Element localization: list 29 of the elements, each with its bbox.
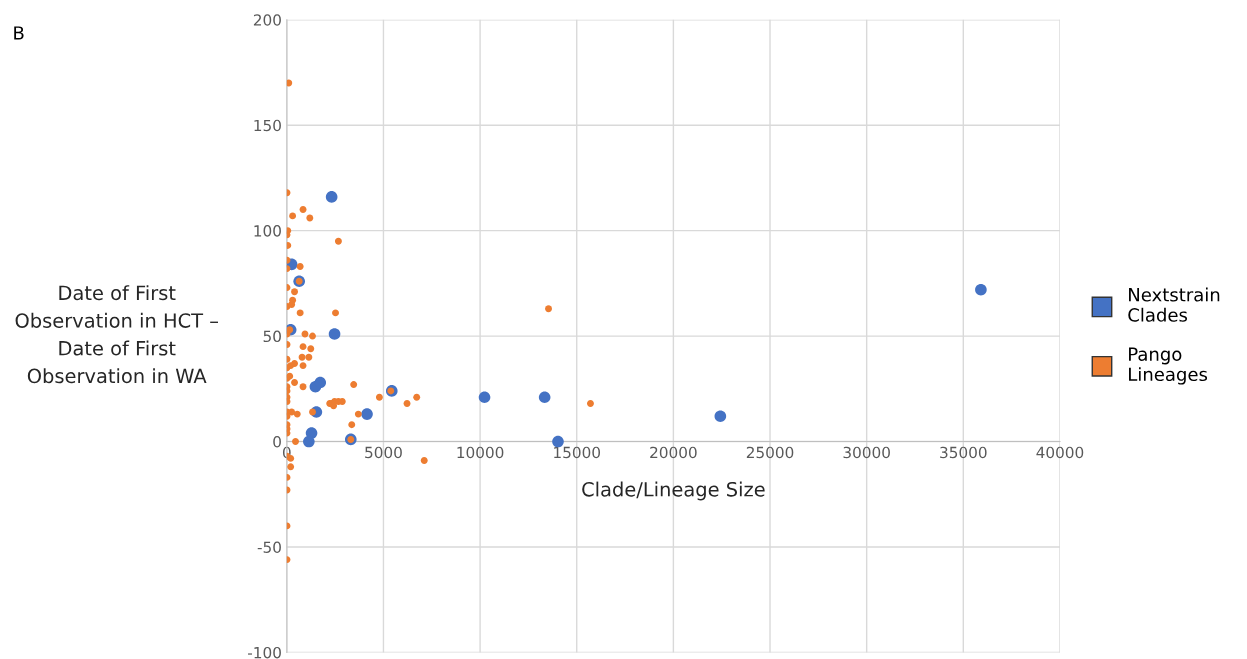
y-tick-label: 150 xyxy=(254,119,281,132)
x-tick-label: 20000 xyxy=(650,446,697,459)
x-axis-title: Clade/Lineage Size xyxy=(582,481,765,501)
y-tick-label: -50 xyxy=(257,541,281,553)
x-tick-label: 35000 xyxy=(940,446,987,459)
x-tick-label: 30000 xyxy=(843,446,890,459)
point xyxy=(361,408,373,420)
x-tick-label: 40000 xyxy=(1036,446,1084,459)
point xyxy=(314,376,327,389)
point xyxy=(538,391,551,404)
x-tick-label: 5000 xyxy=(365,446,402,459)
y-tick-label: 0 xyxy=(273,436,281,448)
legend-label: Pango Lineages xyxy=(1129,347,1208,385)
x-tick-label: 25000 xyxy=(746,446,794,459)
point xyxy=(328,328,341,340)
point xyxy=(303,435,315,448)
point xyxy=(325,191,338,203)
y-axis-title: Date of First Observation in HCT – Date of First Observation in WA xyxy=(15,285,219,384)
x-tick-label: 15000 xyxy=(554,446,601,459)
legend-label: Nextstrain Clades xyxy=(1128,287,1220,322)
point xyxy=(975,283,987,296)
text: B xyxy=(14,26,24,40)
point xyxy=(714,410,727,423)
x-tick-label: 10000 xyxy=(457,446,504,459)
y-tick-label: 50 xyxy=(263,330,281,343)
point xyxy=(478,391,491,404)
y-tick-label: -100 xyxy=(248,646,281,659)
y-tick-label: 200 xyxy=(253,14,281,26)
y-tick-label: 100 xyxy=(254,225,281,237)
